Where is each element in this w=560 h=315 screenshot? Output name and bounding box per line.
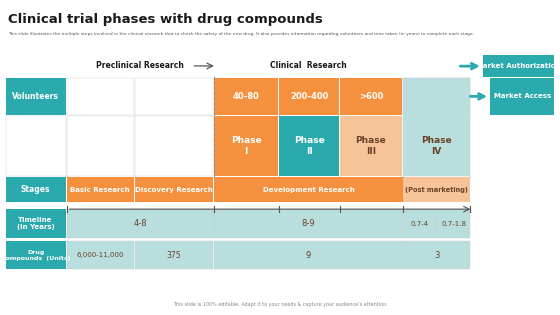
Text: (Post marketing): (Post marketing) [405, 186, 468, 193]
Text: Phase
I: Phase I [231, 136, 262, 156]
Bar [6, 209, 66, 238]
Text: >600: >600 [359, 92, 383, 101]
Text: Phase
IV: Phase IV [422, 136, 452, 156]
Text: Development Research: Development Research [263, 186, 354, 193]
Bar [403, 209, 437, 238]
Bar [67, 241, 134, 269]
Bar [67, 209, 214, 238]
Bar [135, 116, 213, 176]
Bar [6, 177, 66, 202]
Bar [340, 116, 402, 176]
Bar [403, 241, 470, 269]
Text: 6,000-11,000: 6,000-11,000 [77, 252, 124, 258]
Text: This slide is 100% editable. Adapt it to your needs & capture your audience’s at: This slide is 100% editable. Adapt it to… [172, 302, 388, 307]
Bar [490, 78, 554, 115]
Text: 4-8: 4-8 [133, 219, 147, 228]
Text: Drug
Compounds  (Units): Drug Compounds (Units) [1, 250, 70, 261]
Text: 0.7-1.8: 0.7-1.8 [441, 220, 466, 227]
Bar [67, 177, 134, 202]
Text: 9: 9 [306, 251, 311, 260]
Text: 3: 3 [434, 251, 440, 260]
Bar [403, 177, 470, 202]
Bar [214, 241, 403, 269]
Bar [403, 78, 470, 176]
Text: Clinical  Research: Clinical Research [270, 61, 347, 71]
Bar [6, 116, 66, 176]
Bar [437, 209, 470, 238]
Text: 8-9: 8-9 [302, 219, 315, 228]
Bar [6, 241, 66, 269]
Bar [6, 78, 66, 115]
Bar [214, 177, 403, 202]
Bar [135, 78, 213, 115]
Bar [67, 116, 134, 176]
Text: Market Access: Market Access [493, 93, 551, 100]
Bar [340, 78, 402, 115]
Text: 375: 375 [166, 251, 181, 260]
Bar [403, 78, 470, 115]
Text: Market Authorization: Market Authorization [477, 63, 560, 69]
Bar [279, 116, 339, 176]
Bar [67, 78, 134, 115]
Text: Clinical trial phases with drug compounds: Clinical trial phases with drug compound… [8, 13, 323, 26]
Text: 40-80: 40-80 [233, 92, 259, 101]
Text: Preclinical Research: Preclinical Research [96, 61, 184, 71]
Text: 0.7-4: 0.7-4 [411, 220, 429, 227]
Bar [214, 78, 278, 115]
Text: Discovery Research: Discovery Research [135, 186, 213, 193]
Bar [135, 177, 213, 202]
Text: Volunteers: Volunteers [12, 92, 59, 101]
Bar [214, 116, 278, 176]
Text: Stages: Stages [21, 185, 50, 194]
Bar [279, 78, 339, 115]
Bar [214, 209, 403, 238]
Text: 200-400: 200-400 [290, 92, 328, 101]
Text: Timeline
(in Years): Timeline (in Years) [17, 217, 54, 230]
Bar [483, 55, 554, 77]
Text: Basic Research: Basic Research [71, 186, 130, 193]
Text: This slide illustrates the multiple steps involved in the clinical research that: This slide illustrates the multiple step… [8, 32, 474, 36]
Text: Phase
II: Phase II [294, 136, 324, 156]
Text: Phase
III: Phase III [356, 136, 386, 156]
Bar [135, 241, 213, 269]
